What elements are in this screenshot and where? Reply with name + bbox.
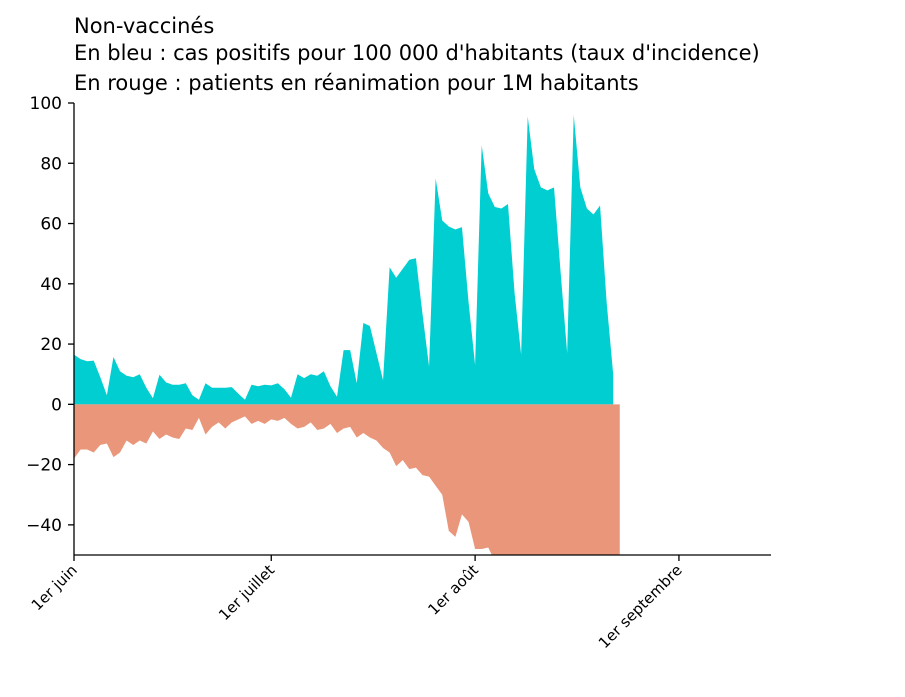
y-tick-label: 20 xyxy=(40,335,62,355)
x-tick-label: 1er juillet xyxy=(215,561,278,624)
x-tick-label: 1er juin xyxy=(28,561,81,614)
y-tick-label: 100 xyxy=(30,94,62,114)
y-tick-label: 80 xyxy=(40,154,62,174)
y-tick-label: −20 xyxy=(26,456,62,476)
x-axis-ticks: 1er juin 1er juillet 1er août 1er septembre xyxy=(28,555,686,652)
x-tick-label: 1er août xyxy=(424,561,482,619)
chart-title: Non-vaccinés En bleu : cas positifs pour… xyxy=(74,14,760,95)
x-tick-label: 1er septembre xyxy=(595,561,686,652)
y-tick-label: 0 xyxy=(51,395,62,415)
title-line-3: En rouge : patients en réanimation pour … xyxy=(74,71,639,95)
title-line-1: Non-vaccinés xyxy=(74,14,214,38)
series-area-2 xyxy=(74,404,620,555)
y-tick-label: 60 xyxy=(40,215,62,235)
y-tick-label: 40 xyxy=(40,275,62,295)
series-area-1 xyxy=(74,115,614,405)
y-axis-ticks: −40 −20 0 20 40 60 80 100 xyxy=(26,94,74,536)
y-tick-label: −40 xyxy=(26,516,62,536)
title-line-2: En bleu : cas positifs pour 100 000 d'ha… xyxy=(74,41,760,65)
